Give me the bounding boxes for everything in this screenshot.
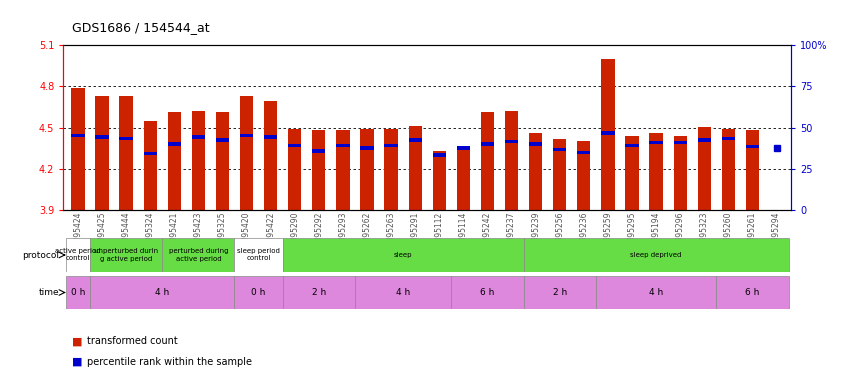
Bar [481, 142, 494, 146]
Text: 6 h: 6 h [481, 288, 495, 297]
Bar [524, 238, 788, 272]
Bar [602, 131, 614, 135]
Bar [505, 111, 518, 210]
Text: 0 h: 0 h [251, 288, 266, 297]
Bar [336, 130, 349, 210]
Bar [144, 121, 157, 210]
Text: active period
control: active period control [55, 249, 101, 261]
Bar [673, 136, 687, 210]
Bar [577, 141, 591, 210]
Bar [355, 276, 451, 309]
Bar [336, 144, 349, 147]
Text: transformed count: transformed count [87, 336, 178, 346]
Text: percentile rank within the sample: percentile rank within the sample [87, 357, 252, 367]
Text: sleep: sleep [394, 252, 412, 258]
Bar [698, 128, 711, 210]
Bar [673, 141, 687, 144]
Text: sleep period
control: sleep period control [237, 249, 280, 261]
Bar [698, 138, 711, 142]
Bar [144, 152, 157, 155]
Bar [529, 133, 542, 210]
Bar [602, 59, 614, 210]
Bar [234, 238, 283, 272]
Bar [216, 138, 229, 142]
Bar [717, 276, 788, 309]
Bar [216, 112, 229, 210]
Bar [119, 137, 133, 140]
Text: 0 h: 0 h [71, 288, 85, 297]
Bar [234, 276, 283, 309]
Bar [722, 129, 735, 210]
Bar [505, 140, 518, 143]
Bar [71, 88, 85, 210]
Text: time: time [39, 288, 59, 297]
Bar [625, 136, 639, 210]
Bar [577, 150, 591, 154]
Text: GDS1686 / 154544_at: GDS1686 / 154544_at [72, 21, 210, 34]
Bar [192, 135, 205, 139]
Text: perturbed during
active period: perturbed during active period [168, 249, 228, 261]
Bar [264, 101, 277, 210]
Bar [481, 112, 494, 210]
Bar [409, 138, 422, 142]
Bar [457, 146, 470, 150]
Bar [283, 238, 524, 272]
Bar [451, 276, 524, 309]
Text: protocol: protocol [22, 251, 59, 260]
Bar [312, 149, 326, 153]
Bar [457, 147, 470, 210]
Text: 4 h: 4 h [155, 288, 169, 297]
Bar [360, 129, 374, 210]
Text: 4 h: 4 h [649, 288, 663, 297]
Bar [524, 276, 596, 309]
Text: sleep deprived: sleep deprived [630, 252, 682, 258]
Bar [746, 145, 759, 148]
Text: ■: ■ [72, 336, 82, 346]
Bar [90, 238, 162, 272]
Bar [625, 144, 639, 147]
Bar [650, 133, 662, 210]
Bar [360, 146, 374, 150]
Text: 4 h: 4 h [396, 288, 410, 297]
Bar [96, 135, 108, 139]
Bar [288, 144, 301, 147]
Bar [384, 144, 398, 147]
Text: 2 h: 2 h [552, 288, 567, 297]
Bar [66, 276, 90, 309]
Bar [283, 276, 355, 309]
Bar [168, 112, 181, 210]
Bar [90, 276, 234, 309]
Bar [650, 141, 662, 144]
Bar [553, 148, 566, 151]
Bar [432, 151, 446, 210]
Bar [192, 111, 205, 210]
Bar [288, 129, 301, 210]
Bar [162, 238, 234, 272]
Bar [66, 238, 90, 272]
Bar [529, 142, 542, 146]
Bar [722, 137, 735, 140]
Bar [409, 126, 422, 210]
Bar [384, 129, 398, 210]
Bar [596, 276, 717, 309]
Bar [553, 138, 566, 210]
Bar [746, 130, 759, 210]
Bar [119, 96, 133, 210]
Bar [168, 142, 181, 146]
Text: 2 h: 2 h [311, 288, 326, 297]
Bar [240, 134, 253, 138]
Bar [96, 96, 108, 210]
Bar [432, 153, 446, 157]
Bar [312, 130, 326, 210]
Bar [71, 134, 85, 138]
Text: 6 h: 6 h [745, 288, 760, 297]
Bar [264, 135, 277, 139]
Text: unperturbed durin
g active period: unperturbed durin g active period [94, 249, 158, 261]
Bar [240, 96, 253, 210]
Text: ■: ■ [72, 357, 82, 367]
